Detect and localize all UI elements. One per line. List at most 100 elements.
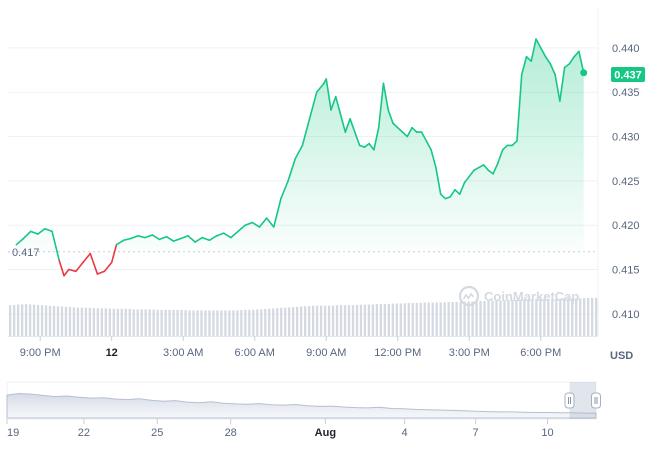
volume-bar	[200, 310, 203, 336]
price-segment	[568, 55, 575, 65]
price-segment	[89, 252, 99, 275]
y-tick-label: 0.410	[612, 309, 640, 321]
price-segment	[544, 55, 552, 65]
price-segment	[208, 235, 218, 242]
y-tick-label: 0.415	[612, 265, 640, 277]
volume-bar	[164, 309, 167, 336]
volume-bar	[591, 297, 594, 336]
price-segment	[487, 169, 494, 175]
volume-bar	[391, 303, 394, 336]
price-segment	[272, 197, 282, 228]
volume-bar	[28, 304, 32, 336]
volume-bar	[323, 305, 327, 336]
volume-bar	[415, 303, 418, 336]
price-segment	[354, 131, 361, 147]
price-segment	[330, 95, 337, 111]
price-segment	[468, 169, 475, 178]
navigator-tick-label: 28	[225, 427, 237, 439]
volume-bar	[196, 310, 199, 336]
volume-bar	[104, 308, 107, 336]
current-price-marker: 0.437	[580, 66, 645, 82]
price-segment	[222, 232, 232, 239]
volume-bar	[264, 308, 267, 336]
volume-bar	[288, 307, 291, 336]
price-segment	[535, 38, 542, 49]
volume-bar	[92, 308, 96, 336]
volume-bar	[551, 298, 554, 336]
price-segment	[308, 91, 318, 120]
price-segment	[425, 140, 432, 151]
volume-bar	[248, 309, 251, 336]
volume-bar	[212, 310, 215, 336]
volume-bar	[523, 299, 526, 336]
price-segment	[387, 109, 394, 125]
price-segment	[525, 55, 533, 62]
open-price-label: 0.417	[12, 247, 40, 259]
volume-bar	[495, 300, 498, 336]
volume-bar	[503, 300, 506, 336]
price-segment	[201, 236, 211, 242]
volume-bar	[168, 309, 171, 336]
volume-bar	[511, 299, 514, 336]
price-segment	[501, 144, 509, 151]
price-area-fill	[16, 39, 584, 252]
x-tick-label: 12:00 PM	[374, 347, 421, 359]
price-segment	[449, 188, 456, 198]
volume-bar	[244, 309, 247, 336]
volume-bar	[80, 307, 84, 336]
price-segment	[110, 243, 118, 264]
navigator-left-handle[interactable]	[564, 392, 575, 409]
volume-bar	[88, 307, 92, 336]
volume-bar	[379, 304, 383, 336]
volume-bar	[595, 297, 598, 336]
volume-bar	[204, 310, 207, 336]
price-segment	[180, 235, 189, 240]
volume-bar	[220, 310, 223, 336]
volume-bar	[180, 309, 183, 336]
navigator-tick-label: 10	[541, 427, 553, 439]
volume-bar	[188, 310, 191, 336]
price-segment	[344, 118, 351, 133]
x-tick-label: 6:00 PM	[520, 347, 561, 359]
current-price-label: 0.437	[614, 69, 642, 81]
volume-bar	[475, 301, 478, 336]
volume-bar	[467, 301, 470, 336]
volume-bar	[108, 308, 111, 336]
volume-bar	[479, 300, 482, 336]
volume-bar	[571, 298, 574, 336]
volume-bar	[68, 307, 72, 336]
navigator-right-handle[interactable]	[591, 392, 601, 409]
navigator-tick-label: 19	[7, 427, 19, 439]
y-tick-label: 0.430	[612, 132, 640, 144]
volume-bar	[535, 299, 538, 336]
current-price-badge	[611, 66, 645, 82]
volume-bar	[351, 305, 355, 336]
volume-bar	[132, 309, 135, 336]
price-segment	[420, 131, 428, 142]
volume-bar	[395, 303, 398, 336]
price-segment	[573, 50, 580, 58]
x-tick-label: 3:00 PM	[449, 347, 490, 359]
volume-bar	[347, 305, 351, 336]
price-segment	[406, 126, 413, 138]
volume-bar	[20, 304, 24, 336]
price-segment	[530, 38, 537, 62]
price-segment	[129, 235, 139, 240]
range-navigator[interactable]: 19 22 25 28 Aug 4 7 10	[6, 381, 601, 439]
price-segment	[549, 63, 556, 76]
price-segment	[287, 157, 297, 182]
volume-bar	[252, 309, 255, 336]
y-tick-label: 0.420	[612, 220, 640, 232]
x-tick-label: 9:00 PM	[20, 347, 61, 359]
volume-bar	[559, 298, 562, 336]
price-segment	[411, 126, 418, 133]
volume-bar	[339, 305, 343, 336]
price-segment	[382, 82, 390, 111]
price-segment	[373, 126, 380, 151]
y-axis: 0.410 0.415 0.420 0.425 0.430 0.435 0.440	[612, 43, 640, 321]
volume-bar	[327, 305, 331, 336]
volume-bar	[491, 300, 494, 336]
volume-bar	[311, 305, 315, 336]
volume-bar	[240, 310, 243, 336]
